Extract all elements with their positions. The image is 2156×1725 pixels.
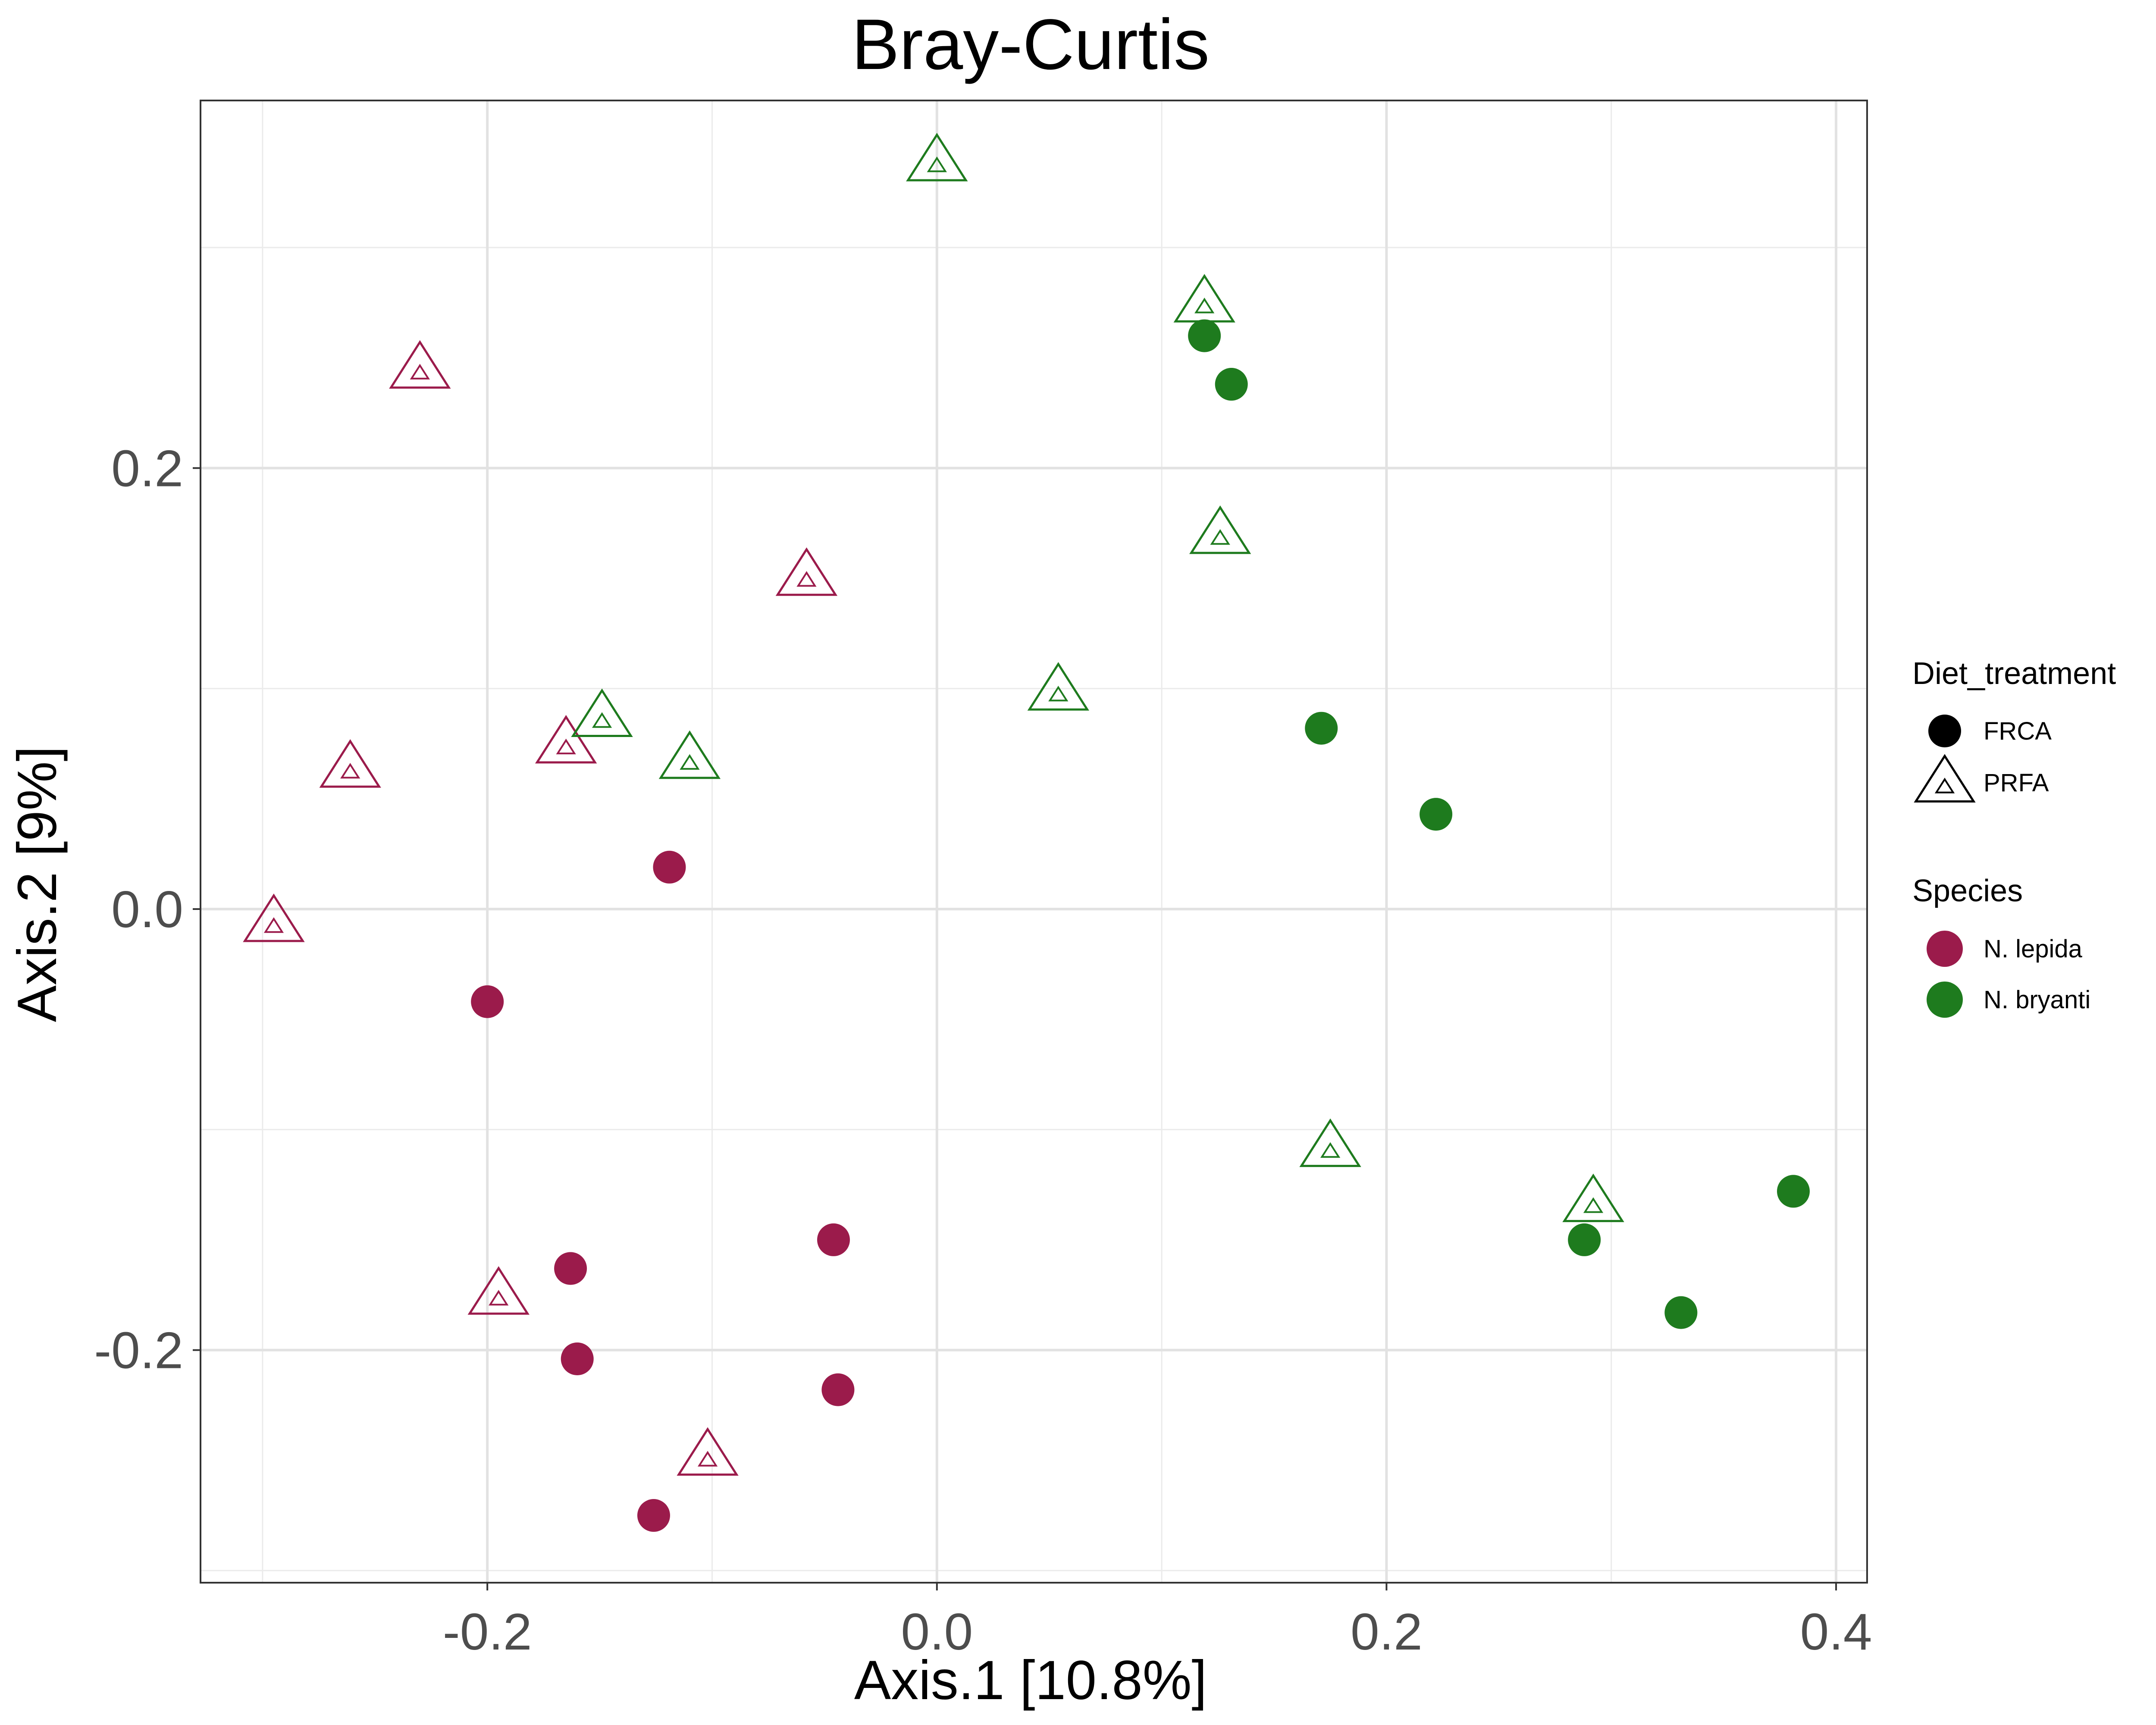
- lepida-frca-point: [653, 850, 686, 884]
- triangle-inner: [1194, 298, 1215, 314]
- legend-label-prfa: PRFA: [1984, 769, 2049, 797]
- triangle-inner: [1583, 1197, 1604, 1213]
- triangle-outer: [677, 1427, 739, 1476]
- bryanti-frca-point: [1215, 368, 1248, 401]
- triangle-outer: [775, 547, 838, 596]
- lepida-prfa-point: [775, 547, 838, 596]
- triangle-outer: [1027, 662, 1089, 711]
- x-tick-label: 0.0: [901, 1603, 973, 1661]
- lepida-frca-point: [637, 1499, 670, 1532]
- lepida-prfa-point: [243, 893, 305, 942]
- x-tick-label: 0.2: [1351, 1603, 1423, 1661]
- legend-key-species: [1927, 931, 1963, 967]
- y-tick-label: 0.2: [111, 439, 183, 497]
- triangle-outer: [1914, 754, 1976, 803]
- triangle-inner: [796, 571, 817, 587]
- bryanti-prfa-point: [1189, 505, 1251, 554]
- triangle-inner: [927, 156, 947, 172]
- lepida-frca-point: [554, 1252, 587, 1285]
- chart-title: Bray-Curtis: [852, 5, 1210, 85]
- bryanti-prfa-point: [1027, 662, 1089, 711]
- triangle-outer: [571, 688, 633, 737]
- y-axis-title: Axis.2 [9%]: [6, 746, 68, 1022]
- triangle-inner: [410, 364, 430, 380]
- y-tick-label: -0.2: [94, 1322, 183, 1380]
- lepida-frca-point: [471, 985, 504, 1018]
- triangle-inner: [263, 917, 284, 933]
- x-axis-title: Axis.1 [10.8%]: [854, 1650, 1207, 1711]
- triangle-outer: [658, 730, 721, 779]
- triangle-inner: [1048, 686, 1069, 702]
- x-tick-label: -0.2: [443, 1603, 532, 1661]
- triangle-outer: [906, 132, 968, 182]
- triangle-inner: [1320, 1142, 1341, 1158]
- triangle-inner: [680, 754, 700, 770]
- bryanti-prfa-point: [1299, 1118, 1361, 1167]
- bryanti-prfa-point: [571, 688, 633, 737]
- triangle-outer: [319, 739, 381, 788]
- lepida-prfa-point: [389, 340, 451, 389]
- bryanti-frca-point: [1664, 1296, 1698, 1329]
- bryanti-prfa-point: [1173, 274, 1235, 323]
- lepida-prfa-point: [677, 1427, 739, 1476]
- lepida-prfa-point: [319, 739, 381, 788]
- triangle-outer: [1189, 505, 1251, 554]
- bryanti-frca-point: [1188, 319, 1221, 352]
- bryanti-prfa-point: [906, 132, 968, 182]
- points: [243, 132, 1810, 1532]
- bryanti-frca-point: [1305, 712, 1338, 745]
- legend-title-species: Species: [1912, 874, 2023, 908]
- grid: [201, 100, 1867, 1583]
- legend-label-frca: FRCA: [1984, 717, 2052, 745]
- triangle-outer: [1299, 1118, 1361, 1167]
- triangle-inner: [1210, 529, 1230, 545]
- bryanti-frca-point: [1777, 1175, 1810, 1208]
- triangle-outer: [243, 893, 305, 942]
- legend-key-frca: [1928, 715, 1961, 747]
- triangle-inner: [697, 1451, 718, 1467]
- bryanti-frca-point: [1420, 798, 1453, 831]
- triangle-outer: [1562, 1173, 1624, 1222]
- triangle-inner: [556, 738, 576, 755]
- lepida-frca-point: [817, 1223, 850, 1256]
- bryanti-prfa-point: [658, 730, 721, 779]
- legend-key-species: [1927, 982, 1963, 1018]
- y-tick-label: 0.0: [111, 881, 183, 938]
- triangle-outer: [1173, 274, 1235, 323]
- legend-key-prfa: [1914, 754, 1976, 803]
- legend-label-species: N. lepida: [1984, 935, 2083, 963]
- triangle-outer: [535, 715, 597, 764]
- plot-panel-border: [200, 100, 1868, 1584]
- lepida-prfa-point: [467, 1266, 530, 1315]
- legend-label-species: N. bryanti: [1984, 986, 2090, 1014]
- triangle-outer: [467, 1266, 530, 1315]
- lepida-prfa-point: [535, 715, 597, 764]
- legend-title-diet: Diet_treatment: [1912, 656, 2116, 691]
- lepida-frca-point: [821, 1373, 855, 1406]
- triangle-inner: [1934, 778, 1955, 794]
- bryanti-prfa-point: [1562, 1173, 1624, 1222]
- triangle-inner: [340, 762, 360, 779]
- lepida-frca-point: [561, 1342, 594, 1376]
- legend: Diet_treatment Species FRCA PRFA N. lepida…: [1912, 656, 2116, 1018]
- x-tick-label: 0.4: [1800, 1603, 1872, 1661]
- triangle-inner: [592, 712, 612, 728]
- bryanti-frca-point: [1568, 1223, 1601, 1256]
- triangle-inner: [489, 1289, 509, 1306]
- triangle-outer: [389, 340, 451, 389]
